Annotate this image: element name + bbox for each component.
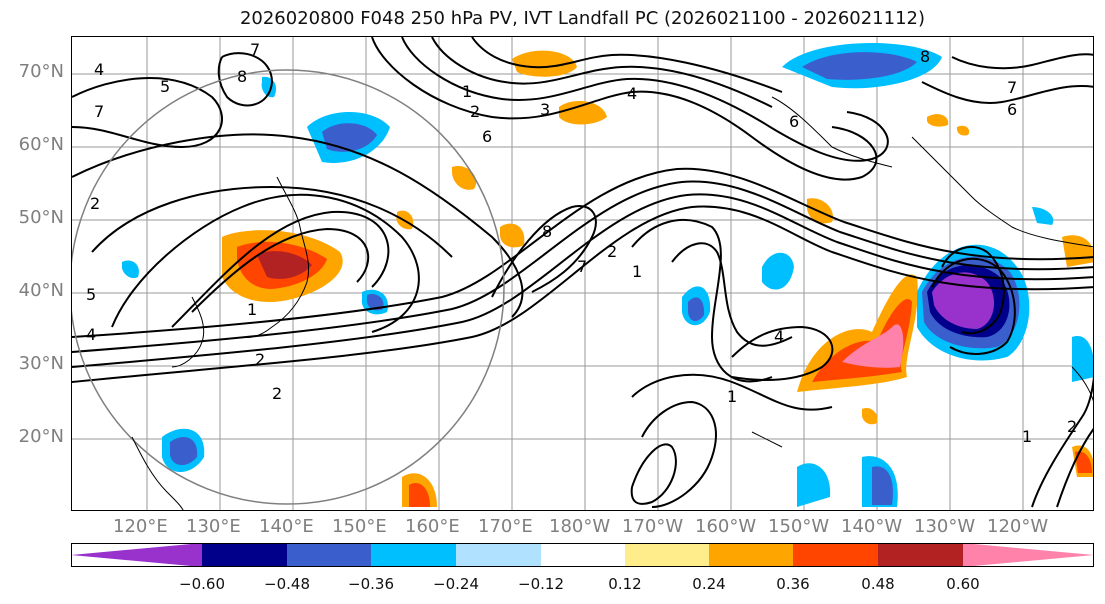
colorbar — [71, 543, 1094, 567]
colorbar-tick: 0.60 — [946, 575, 980, 593]
lat-label: 60°N — [18, 134, 64, 155]
contour-label: 1 — [247, 300, 257, 319]
contour-label: 1 — [727, 387, 737, 406]
map-panel: 4 5 7 7 8 2 1 2 3 4 6 8 7 6 5 4 1 2 2 8 … — [71, 36, 1094, 511]
lon-label: 150°E — [332, 516, 387, 537]
contour-label: 1 — [1022, 427, 1032, 446]
lat-label: 30°N — [18, 353, 64, 374]
colorbar-cell — [625, 543, 709, 567]
colorbar-cell — [963, 543, 1094, 567]
contour-label: 8 — [237, 67, 247, 86]
lon-label: 140°W — [841, 516, 903, 537]
contour-label: 6 — [482, 127, 492, 146]
colorbar-tick: 0.36 — [776, 575, 810, 593]
colorbar-tick: −0.12 — [518, 575, 564, 593]
lon-label: 120°E — [113, 516, 168, 537]
ivt-contours — [72, 37, 1093, 508]
contour-label: 5 — [160, 77, 170, 96]
contour-label: 7 — [577, 257, 587, 276]
range-circle — [72, 69, 505, 505]
contour-label: 1 — [462, 82, 472, 101]
lon-label: 140°E — [259, 516, 314, 537]
contour-label: 2 — [470, 102, 480, 121]
colorbar-cell — [287, 543, 371, 567]
contour-label: 2 — [255, 350, 265, 369]
contour-label: 8 — [920, 47, 930, 66]
contour-label: 1 — [632, 262, 642, 281]
lat-label: 20°N — [18, 426, 64, 447]
lon-label: 130°E — [186, 516, 241, 537]
colorbar-tick: −0.48 — [264, 575, 310, 593]
colorbar-tick: −0.36 — [348, 575, 394, 593]
lon-label: 160°E — [405, 516, 460, 537]
colorbar-cell — [793, 543, 878, 567]
contour-label: 2 — [272, 384, 282, 403]
lon-label: 170°E — [478, 516, 533, 537]
lon-label: 160°W — [695, 516, 757, 537]
lon-label: 180°W — [549, 516, 611, 537]
contour-label: 7 — [1007, 78, 1017, 97]
colorbar-cell — [541, 543, 625, 567]
contour-label: 2 — [1067, 417, 1077, 436]
contour-label: 5 — [86, 285, 96, 304]
contour-label: 7 — [250, 40, 260, 59]
contour-label: 8 — [542, 222, 552, 241]
colorbar-tick: −0.60 — [179, 575, 225, 593]
colorbar-cell — [456, 543, 541, 567]
colorbar-tick: 0.24 — [692, 575, 726, 593]
contour-label: 6 — [1007, 100, 1017, 119]
contour-label: 4 — [94, 60, 104, 79]
map-title: 2026020800 F048 250 hPa PV, IVT Landfall… — [239, 8, 926, 29]
contour-label: 4 — [627, 84, 637, 103]
lon-label: 170°W — [622, 516, 684, 537]
lon-label: 120°W — [987, 516, 1049, 537]
colorbar-cell — [878, 543, 963, 567]
colorbar-tick: −0.24 — [433, 575, 479, 593]
lat-label: 70°N — [18, 61, 64, 82]
lat-label: 40°N — [18, 280, 64, 301]
coastlines — [131, 96, 1093, 510]
lat-label: 50°N — [18, 207, 64, 228]
colorbar-cell — [202, 543, 287, 567]
colorbar-cell — [71, 543, 202, 567]
contour-label: 4 — [86, 325, 96, 344]
contour-label: 2 — [90, 194, 100, 213]
contour-labels: 4 5 7 7 8 2 1 2 3 4 6 8 7 6 5 4 1 2 2 8 … — [86, 40, 1077, 446]
colorbar-tick: 0.48 — [861, 575, 895, 593]
colorbar-cell — [371, 543, 456, 567]
contour-label: 4 — [774, 327, 784, 346]
contour-label: 3 — [540, 100, 550, 119]
lon-label: 150°W — [768, 516, 830, 537]
contour-label: 7 — [94, 102, 104, 121]
colorbar-tick: 0.12 — [608, 575, 642, 593]
lon-label: 130°W — [914, 516, 976, 537]
map-canvas: 4 5 7 7 8 2 1 2 3 4 6 8 7 6 5 4 1 2 2 8 … — [72, 37, 1093, 510]
contour-label: 2 — [607, 242, 617, 261]
contour-label: 6 — [789, 112, 799, 131]
colorbar-cell — [709, 543, 793, 567]
pv-shading — [122, 43, 1093, 507]
